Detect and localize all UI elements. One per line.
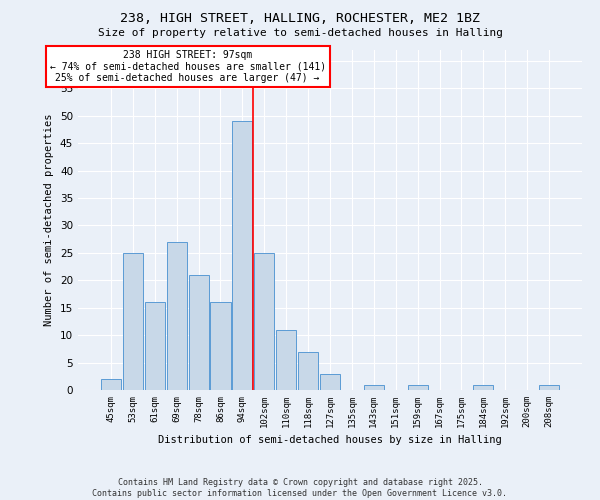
Bar xyxy=(364,384,384,390)
Bar xyxy=(101,379,121,390)
Bar xyxy=(473,384,493,390)
Bar xyxy=(145,302,165,390)
Y-axis label: Number of semi-detached properties: Number of semi-detached properties xyxy=(44,114,55,326)
Text: Contains HM Land Registry data © Crown copyright and database right 2025.
Contai: Contains HM Land Registry data © Crown c… xyxy=(92,478,508,498)
Bar xyxy=(276,330,296,390)
Bar xyxy=(167,242,187,390)
Text: Size of property relative to semi-detached houses in Halling: Size of property relative to semi-detach… xyxy=(97,28,503,38)
Bar xyxy=(539,384,559,390)
Bar xyxy=(407,384,428,390)
X-axis label: Distribution of semi-detached houses by size in Halling: Distribution of semi-detached houses by … xyxy=(158,436,502,446)
Bar xyxy=(232,122,253,390)
Text: 238, HIGH STREET, HALLING, ROCHESTER, ME2 1BZ: 238, HIGH STREET, HALLING, ROCHESTER, ME… xyxy=(120,12,480,26)
Text: 238 HIGH STREET: 97sqm
← 74% of semi-detached houses are smaller (141)
25% of se: 238 HIGH STREET: 97sqm ← 74% of semi-det… xyxy=(50,50,326,83)
Bar xyxy=(211,302,230,390)
Bar xyxy=(188,275,209,390)
Bar xyxy=(298,352,318,390)
Bar xyxy=(254,253,274,390)
Bar xyxy=(123,253,143,390)
Bar xyxy=(320,374,340,390)
